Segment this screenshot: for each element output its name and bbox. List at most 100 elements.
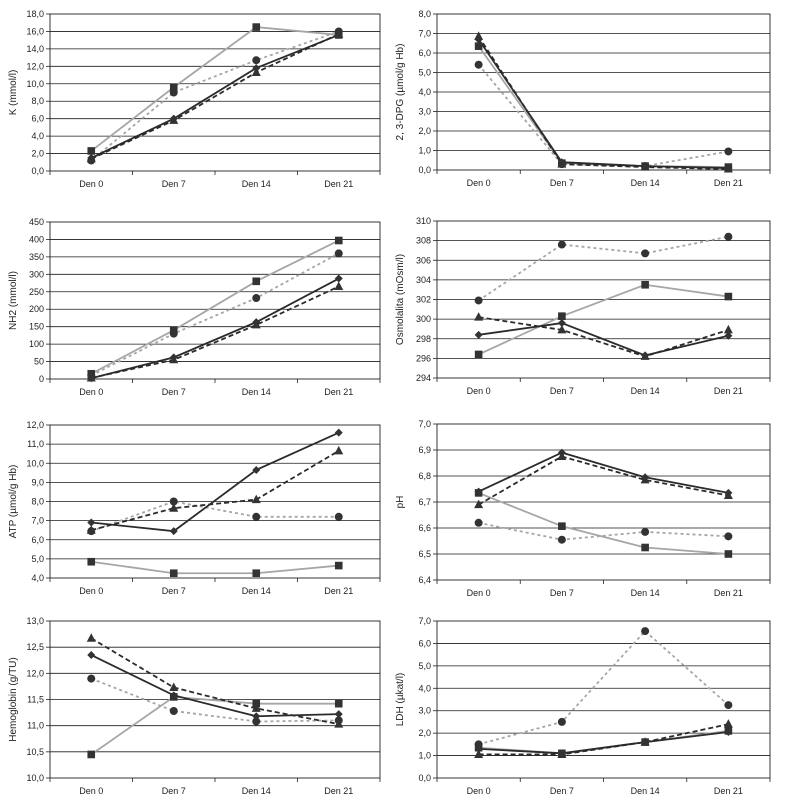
marker-circle <box>724 147 733 156</box>
series-line <box>478 731 729 755</box>
marker-triangle <box>169 503 179 512</box>
x-tick-label: Den 0 <box>79 586 103 596</box>
y-tick-label: 308 <box>416 236 431 246</box>
y-tick-label: 1,0 <box>418 751 431 761</box>
y-tick-label: 300 <box>416 314 431 324</box>
marker-diamond <box>87 651 96 660</box>
marker-diamond <box>474 330 483 339</box>
x-tick-label: Den 0 <box>79 387 103 397</box>
marker-circle <box>641 249 650 258</box>
series-line <box>90 33 340 160</box>
x-tick-label: Den 0 <box>467 178 491 188</box>
marker-square <box>724 550 733 558</box>
marker-square <box>87 557 96 566</box>
marker-triangle <box>334 281 344 291</box>
marker-circle <box>641 627 650 636</box>
y-tick-label: 11,0 <box>27 439 44 449</box>
y-tick-label: 4,0 <box>31 573 44 583</box>
marker-diamond <box>334 428 343 437</box>
series-line <box>90 500 339 532</box>
y-tick-label: 8,0 <box>31 497 44 507</box>
marker-diamond <box>252 712 261 721</box>
y-tick-label: 12,0 <box>26 420 44 430</box>
marker-triangle <box>640 737 650 746</box>
marker-square <box>252 569 261 578</box>
series-line <box>478 629 729 746</box>
x-tick-label: Den 21 <box>324 179 353 189</box>
y-tick-label: 6,0 <box>31 114 44 124</box>
chart-6: 6,4 6,5 6,6 6,7 6,8 6,9 7,0 Den 0 Den 7 Den 14 Den… <box>395 419 771 598</box>
marker-circle <box>474 60 483 69</box>
y-tick-label: 12,0 <box>26 61 44 71</box>
marker-circle <box>641 527 650 536</box>
y-tick-label: 10,0 <box>26 79 44 89</box>
y-axis-label: K (mmol/l) <box>8 70 19 116</box>
x-tick-label: Den 7 <box>162 387 186 397</box>
marker-triangle <box>474 312 484 321</box>
chart-5: 4,0 5,0 6,0 7,0 8,0 9,0 10,0 11,0 12,0 Den 0 Den 7… <box>8 420 381 596</box>
y-tick-label: 302 <box>416 295 431 305</box>
marker-triangle <box>640 162 650 171</box>
marker-triangle <box>251 67 261 76</box>
y-tick-label: 2,0 <box>418 126 431 136</box>
series-line <box>478 316 729 358</box>
series-line <box>90 677 339 723</box>
y-axis-label: NH2 (mmol/l) <box>8 271 19 330</box>
marker-triangle <box>557 749 567 758</box>
x-tick-label: Den 7 <box>550 786 574 796</box>
y-tick-label: 0 <box>39 374 44 384</box>
chart-2: 0,0 1,0 2,0 3,0 4,0 5,0 6,0 7,0 8,0 Den 0 Den 7 Den… <box>395 9 771 188</box>
marker-square <box>169 83 178 92</box>
marker-diamond <box>169 527 178 536</box>
x-tick-label: Den 14 <box>631 178 660 188</box>
marker-square <box>169 569 178 578</box>
x-tick-label: Den 0 <box>79 179 103 189</box>
series-line <box>91 450 340 532</box>
marker-circle <box>169 329 178 338</box>
marker-triangle <box>251 703 261 712</box>
y-tick-label: 6,0 <box>31 535 44 545</box>
marker-circle <box>252 717 261 726</box>
series-line <box>478 455 729 506</box>
y-axis-label: Hemoglobin (g/TU) <box>8 657 19 741</box>
marker-triangle <box>474 31 484 40</box>
y-tick-label: 8,0 <box>31 96 44 106</box>
marker-square <box>558 312 566 320</box>
marker-triangle <box>474 749 484 758</box>
x-tick-label: Den 14 <box>631 386 660 396</box>
y-tick-label: 310 <box>416 216 431 226</box>
marker-square <box>252 23 261 31</box>
marker-diamond <box>474 744 483 753</box>
series-line <box>477 35 729 170</box>
marker-circle <box>334 249 343 258</box>
y-tick-label: 7,0 <box>418 419 431 429</box>
y-tick-label: 9,0 <box>31 477 44 487</box>
y-tick-label: 250 <box>29 287 44 297</box>
marker-square <box>87 147 96 155</box>
y-tick-label: 0,0 <box>418 165 431 175</box>
y-tick-label: 7,0 <box>31 516 44 526</box>
y-axis-label: ATP (µmol/g Hb) <box>8 465 19 539</box>
marker-triangle <box>86 525 96 534</box>
marker-triangle <box>86 633 96 642</box>
y-axis-label: LDH (µkat/l) <box>395 673 406 727</box>
series-line <box>90 239 340 375</box>
x-tick-label: Den 21 <box>714 786 743 796</box>
y-tick-label: 306 <box>416 255 431 265</box>
y-tick-label: 304 <box>416 275 431 285</box>
y-tick-label: 1,0 <box>418 146 431 156</box>
y-tick-label: 12,5 <box>26 642 44 652</box>
series-line <box>90 34 340 159</box>
y-axis-label: Osmolalita (mOsm/l) <box>395 254 406 345</box>
y-tick-label: 6,5 <box>418 549 431 559</box>
series-line <box>91 285 340 379</box>
series-line <box>90 26 339 152</box>
marker-diamond <box>474 487 483 496</box>
marker-diamond <box>169 691 178 700</box>
y-axis-label: 2, 3-DPG (µmol/g Hb) <box>395 44 406 141</box>
x-tick-label: Den 21 <box>324 387 353 397</box>
marker-circle <box>724 701 733 710</box>
marker-triangle <box>557 159 567 168</box>
series-line <box>477 45 729 168</box>
y-tick-label: 6,4 <box>418 575 431 585</box>
